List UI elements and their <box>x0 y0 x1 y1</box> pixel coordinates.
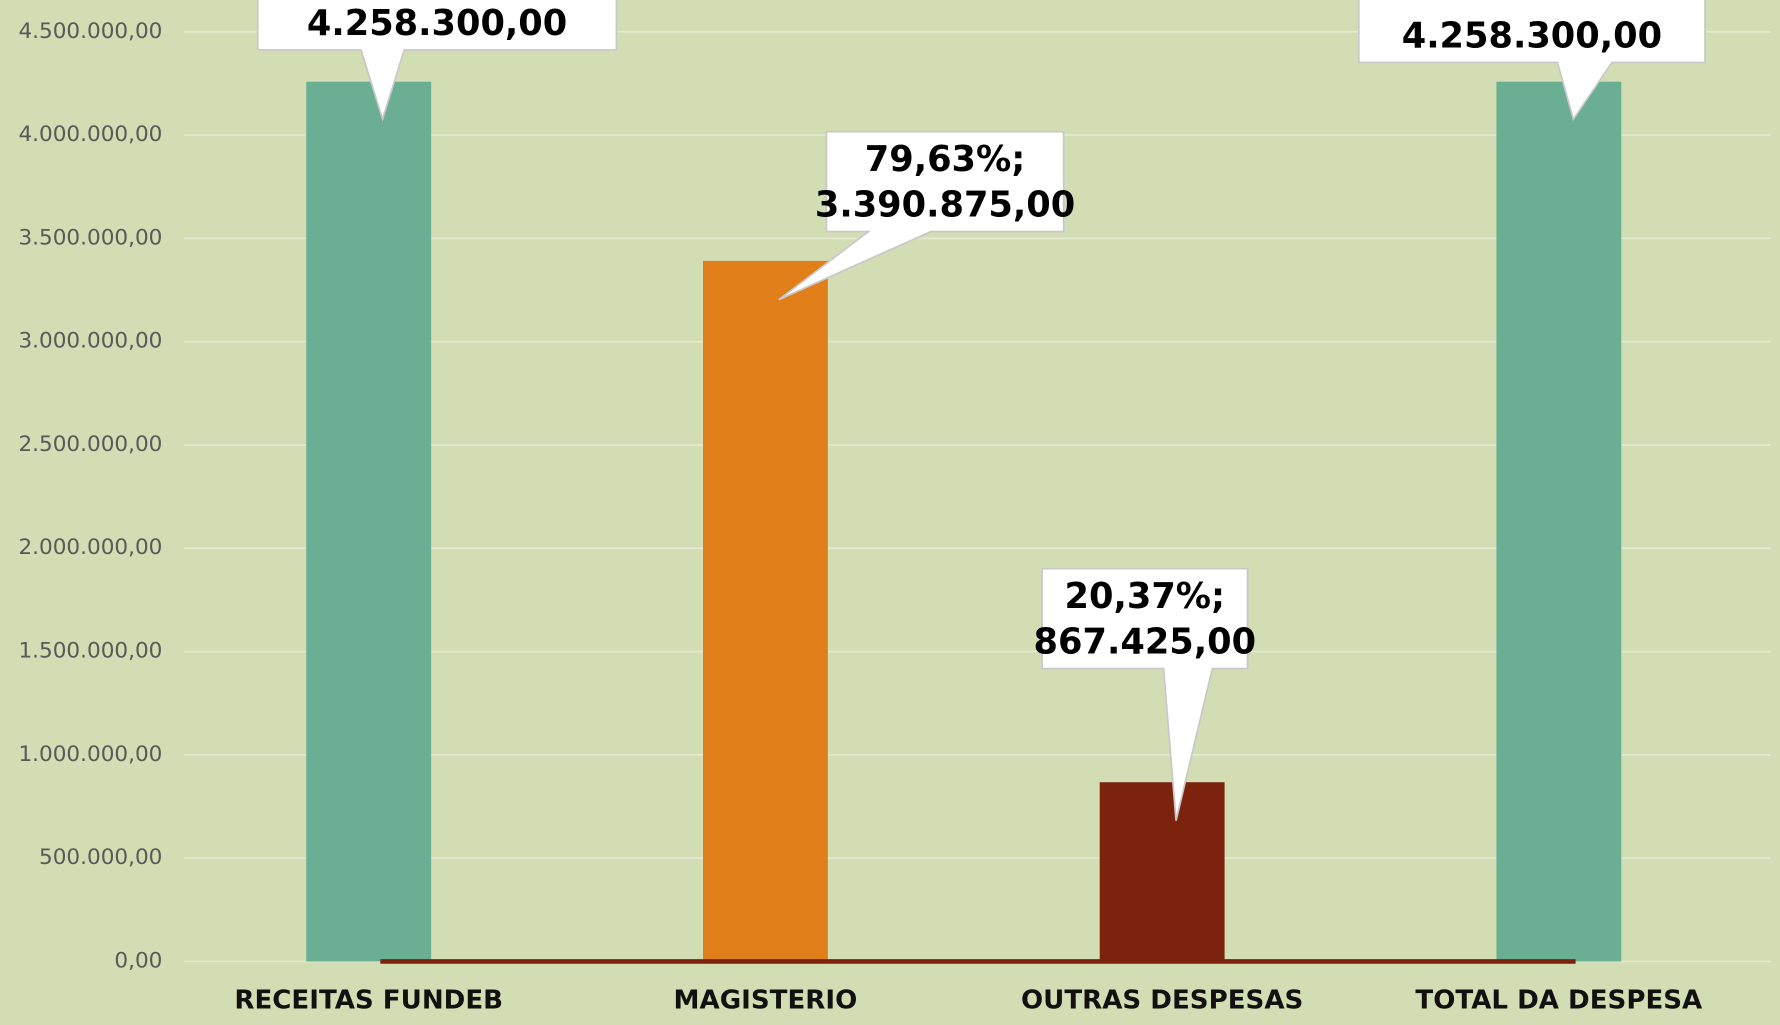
callout <box>1357 0 1706 122</box>
callout <box>1041 567 1249 821</box>
y-tick-label: 1.500.000,00 <box>18 639 162 664</box>
data-label: 867.425,00 <box>1034 622 1257 663</box>
data-label: 4.258.300,00 <box>1402 15 1662 56</box>
y-tick-label: 1.000.000,00 <box>18 742 162 767</box>
data-label: 20,37%; <box>1065 576 1226 617</box>
x-tick-label: OUTRAS DESPESAS <box>1021 986 1303 1016</box>
bar <box>702 260 828 962</box>
y-tick-label: 4.000.000,00 <box>18 122 162 147</box>
labels: RECEITAS FUNDEB 4.258.300,00 MAGISTERIO 79,… <box>234 0 1706 1016</box>
x-tick-label: MAGISTERIO <box>674 986 858 1016</box>
y-tick-label: 500.000,00 <box>39 845 162 870</box>
callout <box>256 0 618 123</box>
x-tick-label: TOTAL DA DESPESA <box>1415 986 1703 1016</box>
bar <box>306 81 432 962</box>
data-label: 3.390.875,00 <box>815 185 1075 226</box>
y-tick-label: 3.000.000,00 <box>18 329 162 354</box>
data-label: 79,63%; <box>865 139 1026 180</box>
data-label: 4.258.300,00 <box>307 3 567 44</box>
bar <box>1099 782 1225 962</box>
y-tick-label: 2.500.000,00 <box>18 432 162 457</box>
x-tick-label: RECEITAS FUNDEB <box>234 986 503 1016</box>
y-tick-label: 0,00 <box>114 948 162 973</box>
bar <box>1496 81 1622 962</box>
y-tick-label: 3.500.000,00 <box>18 225 162 250</box>
y-tick-label: 2.000.000,00 <box>18 535 162 560</box>
bars <box>306 81 1622 962</box>
callout <box>778 130 1065 301</box>
y-tick-label: 4.500.000,00 <box>18 19 162 44</box>
